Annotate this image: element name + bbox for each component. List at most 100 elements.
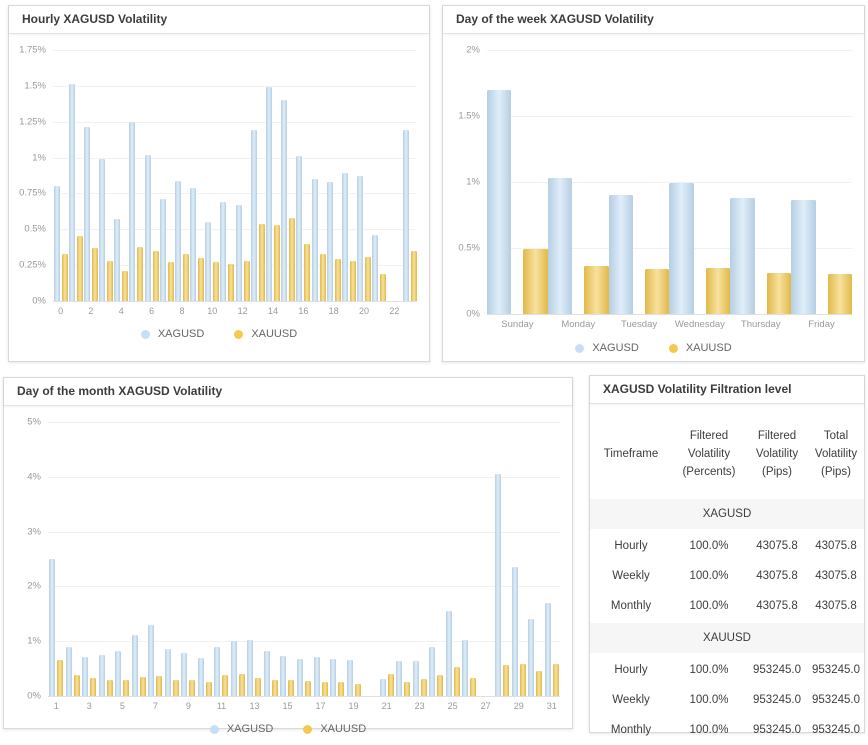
value-cell: 953245.0 (753, 724, 801, 737)
x-tick-label: 27 (480, 701, 491, 711)
panel-title: Day of the week XAGUSD Volatility (443, 6, 864, 34)
plot-region (53, 50, 417, 302)
xagusd-bar (730, 197, 755, 314)
bar-group (395, 422, 412, 696)
xagusd-bar (250, 130, 257, 301)
y-tick-label: 0.25% (19, 259, 46, 271)
bar-group (311, 50, 326, 301)
bar-group (180, 422, 197, 696)
xagusd-bar (412, 660, 419, 696)
filtration-table-header-row: Timeframe Filtered Volatility (Percents)… (590, 412, 864, 497)
chart-plot-area: 1.75% 1.5% 1.25% 1% 0.75% 0.5% 0.25% 0% (9, 34, 429, 307)
bar-group (461, 422, 478, 696)
plot-region (48, 422, 560, 697)
xagusd-bar (235, 204, 242, 301)
xagusd-bar (144, 154, 151, 301)
legend-item: XAUUSD (303, 723, 366, 735)
xauusd-bar (198, 257, 205, 301)
legend-item: XAGUSD (209, 723, 273, 735)
xagusd-bar (495, 474, 502, 696)
value-cell: 43075.8 (756, 540, 798, 553)
gridline (48, 696, 560, 697)
xauusd-bar (91, 247, 98, 301)
xagusd-bar (372, 235, 379, 301)
xagusd-bar (669, 183, 694, 314)
x-tick-label (362, 701, 379, 711)
legend-item: XAUUSD (234, 328, 297, 340)
table-row: Hourly 100.0% 953245.0 953245.0 (590, 655, 864, 685)
xagusd-bar (528, 619, 535, 696)
x-tick-label: 29 (513, 701, 524, 711)
xauusd-bar (205, 681, 212, 696)
xagusd-bar (265, 87, 272, 301)
bar-group (279, 422, 296, 696)
bar-group (402, 50, 417, 301)
chart-legend: XAGUSD XAUUSD (9, 316, 429, 340)
bar-group (296, 422, 313, 696)
x-tick-label (230, 701, 247, 711)
bar-group (250, 50, 265, 301)
bar-group (477, 422, 494, 696)
legend-item: XAGUSD (140, 328, 204, 340)
timeframe-cell: Weekly (612, 694, 650, 707)
xauusd-bar (827, 274, 852, 314)
xagusd-bar (313, 656, 320, 696)
xagusd-bar (65, 646, 72, 696)
xagusd-bar (429, 647, 436, 696)
legend-item: XAGUSD (575, 342, 639, 354)
x-tick-label: 8 (179, 306, 185, 316)
bar-group (164, 422, 181, 696)
bar-group (83, 50, 98, 301)
y-axis: 2% 1.5% 1% 0.5% 0% (447, 45, 487, 320)
column-header-timeframe: Timeframe (603, 447, 659, 460)
xagusd-bar (230, 641, 237, 696)
table-row: Weekly 100.0% 953245.0 953245.0 (590, 685, 864, 715)
x-tick-label (372, 306, 387, 316)
gridline (48, 476, 560, 478)
xauusd-bar (437, 674, 444, 696)
xagusd-bar (330, 658, 337, 696)
chart-plot-area: 2% 1.5% 1% 0.5% 0% (443, 34, 864, 320)
xauusd-bar (258, 223, 265, 301)
xauusd-bar (523, 249, 548, 314)
gridline (487, 116, 852, 117)
xauusd-bar (222, 675, 229, 696)
x-tick-label: 9 (185, 701, 191, 711)
x-tick-label: 31 (546, 701, 557, 711)
bar-group (608, 50, 670, 314)
chart-plot-area: 5% 4% 3% 2% 1% 0% (4, 406, 572, 702)
bar-series (48, 422, 560, 696)
x-tick-label: 23 (414, 701, 425, 711)
x-tick-label (250, 306, 265, 316)
y-tick-label: 0.75% (19, 187, 46, 199)
xagusd-bar (214, 646, 221, 696)
x-tick-label (220, 306, 235, 316)
bar-group (220, 50, 235, 301)
table-row: Weekly 100.0% 43075.8 43075.8 (590, 561, 864, 591)
monthday-volatility-panel: Day of the month XAGUSD Volatility 5% 4% 3… (3, 377, 573, 735)
xauusd-bar (404, 681, 411, 696)
x-tick-label (395, 701, 412, 711)
timeframe-cell: Hourly (614, 540, 648, 553)
x-tick-label (263, 701, 280, 711)
x-tick-label (98, 701, 115, 711)
x-tick-label: 21 (381, 701, 392, 711)
x-tick-label: 16 (298, 306, 309, 316)
y-tick-label: 1% (27, 635, 41, 647)
gridline (53, 121, 417, 123)
bar-group (68, 50, 83, 301)
x-tick-label: 5 (119, 701, 125, 711)
xauusd-bar (106, 679, 113, 696)
xauusd-bar (288, 679, 295, 696)
x-tick-label: 14 (267, 306, 278, 316)
gridline (53, 265, 417, 267)
xauusd-bar (90, 677, 97, 696)
table-row: Hourly 100.0% 43075.8 43075.8 (590, 531, 864, 561)
x-tick-label: 18 (328, 306, 339, 316)
x-tick-label: 3 (86, 701, 92, 711)
xauusd-bar (76, 236, 83, 301)
x-tick-label: 4 (118, 306, 124, 316)
weekday-volatility-panel: Day of the week XAGUSD Volatility 2% 1.5%… (442, 5, 865, 362)
xauusd-bar (380, 273, 387, 301)
x-axis: 1 3 5 7 9 11 13 15 17 19 21 23 25 27 29 31 (4, 696, 572, 711)
